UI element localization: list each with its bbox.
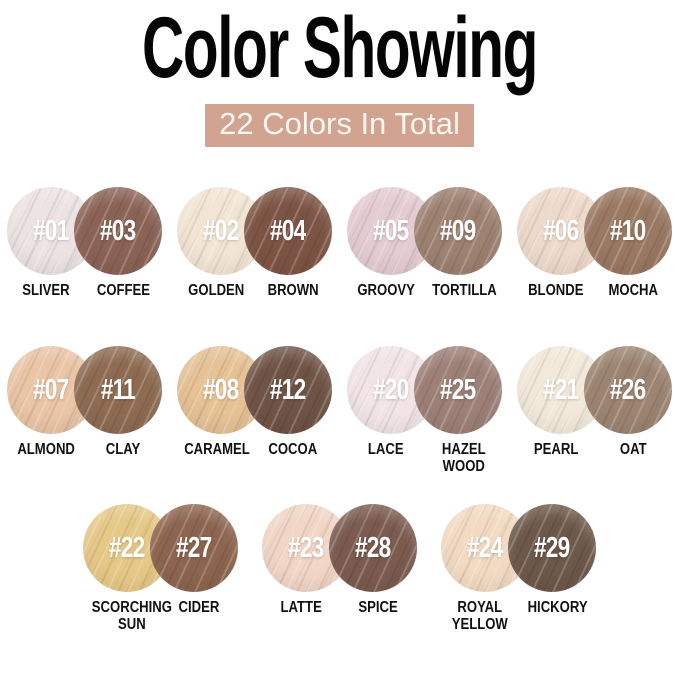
swatch-number-04: #04 (270, 214, 306, 247)
swatch-number-02: #02 (203, 214, 239, 247)
swatch-circle-07: #07 (7, 346, 95, 434)
swatch-pair-lace-hazelwood: #20 #25 LACE HAZEL WOOD (347, 346, 502, 476)
swatch-circle-26: #26 (584, 346, 672, 434)
swatch-number-26: #26 (610, 373, 646, 406)
swatch-circle-02: #02 (177, 187, 265, 275)
swatch-name-clay: CLAY (105, 441, 141, 458)
swatch-pair-scorchingsun-cider: #22 #27 SCORCHING SUN CIDER (83, 504, 238, 634)
swatch-number-12: #12 (270, 373, 306, 406)
swatch-pair-pearl-oat: #21 #26 PEARL OAT (517, 346, 672, 476)
swatch-circle-11: #11 (74, 346, 162, 434)
swatch-circle-29: #29 (508, 504, 596, 592)
swatch-name-sliver: SLIVER (22, 282, 70, 299)
swatch-number-07: #07 (33, 373, 69, 406)
swatch-row-3: #22 #27 SCORCHING SUN CIDER #23 (0, 504, 679, 634)
swatch-name-oat: OAT (619, 441, 647, 458)
swatch-circle-03: #03 (74, 187, 162, 275)
swatch-name-royalyellow: ROYAL YELLOW (451, 599, 508, 633)
swatch-name-coffee: COFFEE (96, 282, 150, 299)
swatch-number-21: #21 (543, 373, 579, 406)
swatch-name-latte: LATTE (280, 599, 322, 616)
swatch-row-2: #07 #11 ALMOND CLAY #08 #12 (0, 346, 679, 476)
swatch-name-almond: ALMOND (16, 441, 75, 458)
page-title: Color Showing (142, 0, 538, 96)
swatch-pair-sliver-coffee: #01 #03 SLIVER COFFEE (7, 187, 162, 300)
swatch-number-23: #23 (288, 531, 324, 564)
swatch-name-lace: LACE (367, 441, 404, 458)
swatch-number-24: #24 (467, 531, 503, 564)
swatch-number-28: #28 (355, 531, 391, 564)
swatch-number-29: #29 (534, 531, 570, 564)
swatch-circle-12: #12 (244, 346, 332, 434)
swatch-name-blonde: BLONDE (528, 282, 584, 299)
swatch-number-22: #22 (109, 531, 145, 564)
swatch-number-01: #01 (33, 214, 69, 247)
swatch-grid: #01 #03 SLIVER COFFEE #02 # (0, 187, 679, 634)
swatch-row-1: #01 #03 SLIVER COFFEE #02 # (0, 187, 679, 300)
swatch-number-09: #09 (440, 214, 476, 247)
subtitle-row: 22 Colors In Total (0, 104, 679, 147)
swatch-pair-groovy-tortilla: #05 #09 GROOVY TORTILLA (347, 187, 502, 300)
swatch-name-golden: GOLDEN (187, 282, 244, 299)
swatch-number-10: #10 (610, 214, 646, 247)
swatch-name-pearl: PEARL (533, 441, 578, 458)
swatch-circle-27: #27 (150, 504, 238, 592)
swatch-pair-almond-clay: #07 #11 ALMOND CLAY (7, 346, 162, 476)
swatch-number-25: #25 (440, 373, 476, 406)
swatch-number-27: #27 (176, 531, 212, 564)
swatch-name-cider: CIDER (178, 599, 220, 616)
swatch-circle-04: #04 (244, 187, 332, 275)
swatch-circle-25: #25 (414, 346, 502, 434)
swatch-circle-09: #09 (414, 187, 502, 275)
swatch-number-08: #08 (203, 373, 239, 406)
swatch-pair-latte-spice: #23 #28 LATTE SPICE (262, 504, 417, 634)
subtitle-badge: 22 Colors In Total (205, 104, 474, 147)
swatch-name-brown: BROWN (267, 282, 319, 299)
swatch-name-spice: SPICE (358, 599, 398, 616)
swatch-pair-golden-brown: #02 #04 GOLDEN BROWN (177, 187, 332, 300)
swatch-name-tortilla: TORTILLA (431, 282, 497, 299)
swatch-number-11: #11 (100, 373, 136, 406)
swatch-name-scorchingsun: SCORCHING SUN (91, 599, 172, 633)
swatch-number-06: #06 (543, 214, 579, 247)
swatch-circle-05: #05 (347, 187, 435, 275)
swatch-name-hickory: HICKORY (527, 599, 588, 616)
swatch-name-groovy: GROOVY (356, 282, 415, 299)
swatch-pair-blonde-mocha: #06 #10 BLONDE MOCHA (517, 187, 672, 300)
swatch-name-mocha: MOCHA (608, 282, 659, 299)
swatch-circle-10: #10 (584, 187, 672, 275)
swatch-name-caramel: CARAMEL (184, 441, 250, 458)
swatch-circle-28: #28 (329, 504, 417, 592)
swatch-pair-caramel-cocoa: #08 #12 CARAMEL COCOA (177, 346, 332, 476)
swatch-number-20: #20 (373, 373, 409, 406)
swatch-pair-royalyellow-hickory: #24 #29 ROYAL YELLOW HICKORY (441, 504, 596, 634)
swatch-number-03: #03 (100, 214, 136, 247)
swatch-name-cocoa: COCOA (268, 441, 318, 458)
swatch-name-hazelwood: HAZEL WOOD (441, 441, 486, 475)
swatch-number-05: #05 (373, 214, 409, 247)
